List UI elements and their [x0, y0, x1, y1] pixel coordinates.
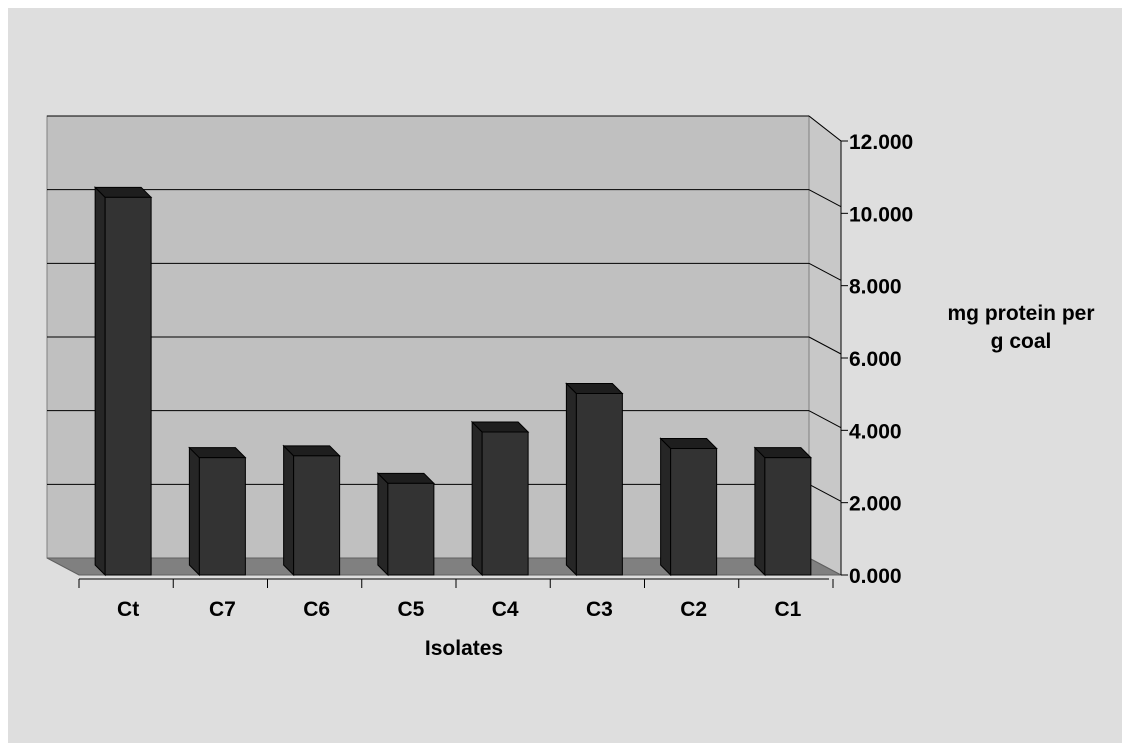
y-axis: 0.000 2.000 4.000 6.000 8.000 10.000 12.000 — [840, 131, 913, 588]
bar-side — [188, 446, 200, 577]
bar-front — [198, 457, 246, 576]
y-tick-label: 0.000 — [849, 565, 902, 588]
bar-side — [660, 437, 672, 577]
bar-side — [94, 186, 106, 577]
gridline-side — [808, 262, 842, 281]
bar-C6 — [282, 444, 341, 577]
chart-area: Ct C7 C6 C5 C4 C3 C2 C1 0.000 2.000 4.000 6.000 8.0… — [8, 8, 1122, 743]
bar-C7 — [188, 446, 247, 577]
x-tick-label: C6 — [303, 598, 330, 621]
x-tick-label: C1 — [774, 598, 801, 621]
gridline-side — [808, 336, 842, 355]
floor — [46, 557, 842, 576]
bar-top — [282, 445, 341, 457]
y-tick-label: 12.000 — [849, 131, 913, 154]
y-tick-label: 10.000 — [849, 203, 913, 226]
bar-side — [565, 382, 577, 577]
bar-top — [659, 438, 718, 449]
y-tick-label: 4.000 — [849, 420, 902, 443]
x-tick-label: C3 — [586, 598, 613, 621]
bar-C1 — [753, 446, 813, 577]
bar-front — [481, 431, 529, 576]
x-tick-label: C4 — [492, 598, 519, 621]
gridline-side — [808, 189, 842, 208]
bar-front — [670, 448, 718, 576]
bar-top — [188, 447, 247, 459]
bar-Ct — [93, 186, 153, 577]
bar-front — [764, 457, 812, 576]
bar-C5 — [376, 472, 436, 577]
bar-top — [565, 383, 624, 394]
gridline-side — [808, 410, 842, 429]
bar-side — [283, 444, 295, 577]
y-axis-title-line-2: g coal — [991, 330, 1052, 353]
bar-side — [754, 446, 766, 577]
bar-top — [753, 447, 813, 459]
bars — [93, 186, 813, 577]
x-tick-label: C7 — [209, 598, 236, 621]
bar-front — [104, 196, 152, 576]
bar-top — [93, 186, 153, 198]
x-tick-label: C5 — [397, 598, 424, 621]
x-axis: Ct C7 C6 C5 C4 C3 C2 C1 — [78, 578, 834, 621]
bar-front — [387, 482, 435, 576]
bar-side — [377, 472, 389, 577]
y-tick-label: 2.000 — [849, 493, 902, 516]
gridline-side — [808, 483, 842, 502]
y-tick-label: 6.000 — [849, 348, 902, 371]
bar-C4 — [470, 420, 530, 577]
bar-front — [575, 393, 623, 576]
x-axis-title: Isolates — [425, 637, 503, 660]
x-tick-label: C2 — [680, 598, 707, 621]
bar-side — [471, 420, 483, 577]
bar-C3 — [565, 382, 624, 577]
bar-C2 — [659, 437, 718, 577]
chart-svg: Ct C7 C6 C5 C4 C3 C2 C1 0.000 2.000 4.000 6.000 8.0… — [46, 114, 1095, 660]
bar-top — [470, 421, 530, 433]
y-axis-title-line-1: mg protein per — [947, 302, 1094, 325]
y-tick-label: 8.000 — [849, 276, 902, 299]
bar-front — [293, 455, 341, 576]
gridline-side — [808, 115, 842, 142]
bar-top — [376, 472, 436, 484]
x-tick-label: Ct — [117, 598, 139, 621]
